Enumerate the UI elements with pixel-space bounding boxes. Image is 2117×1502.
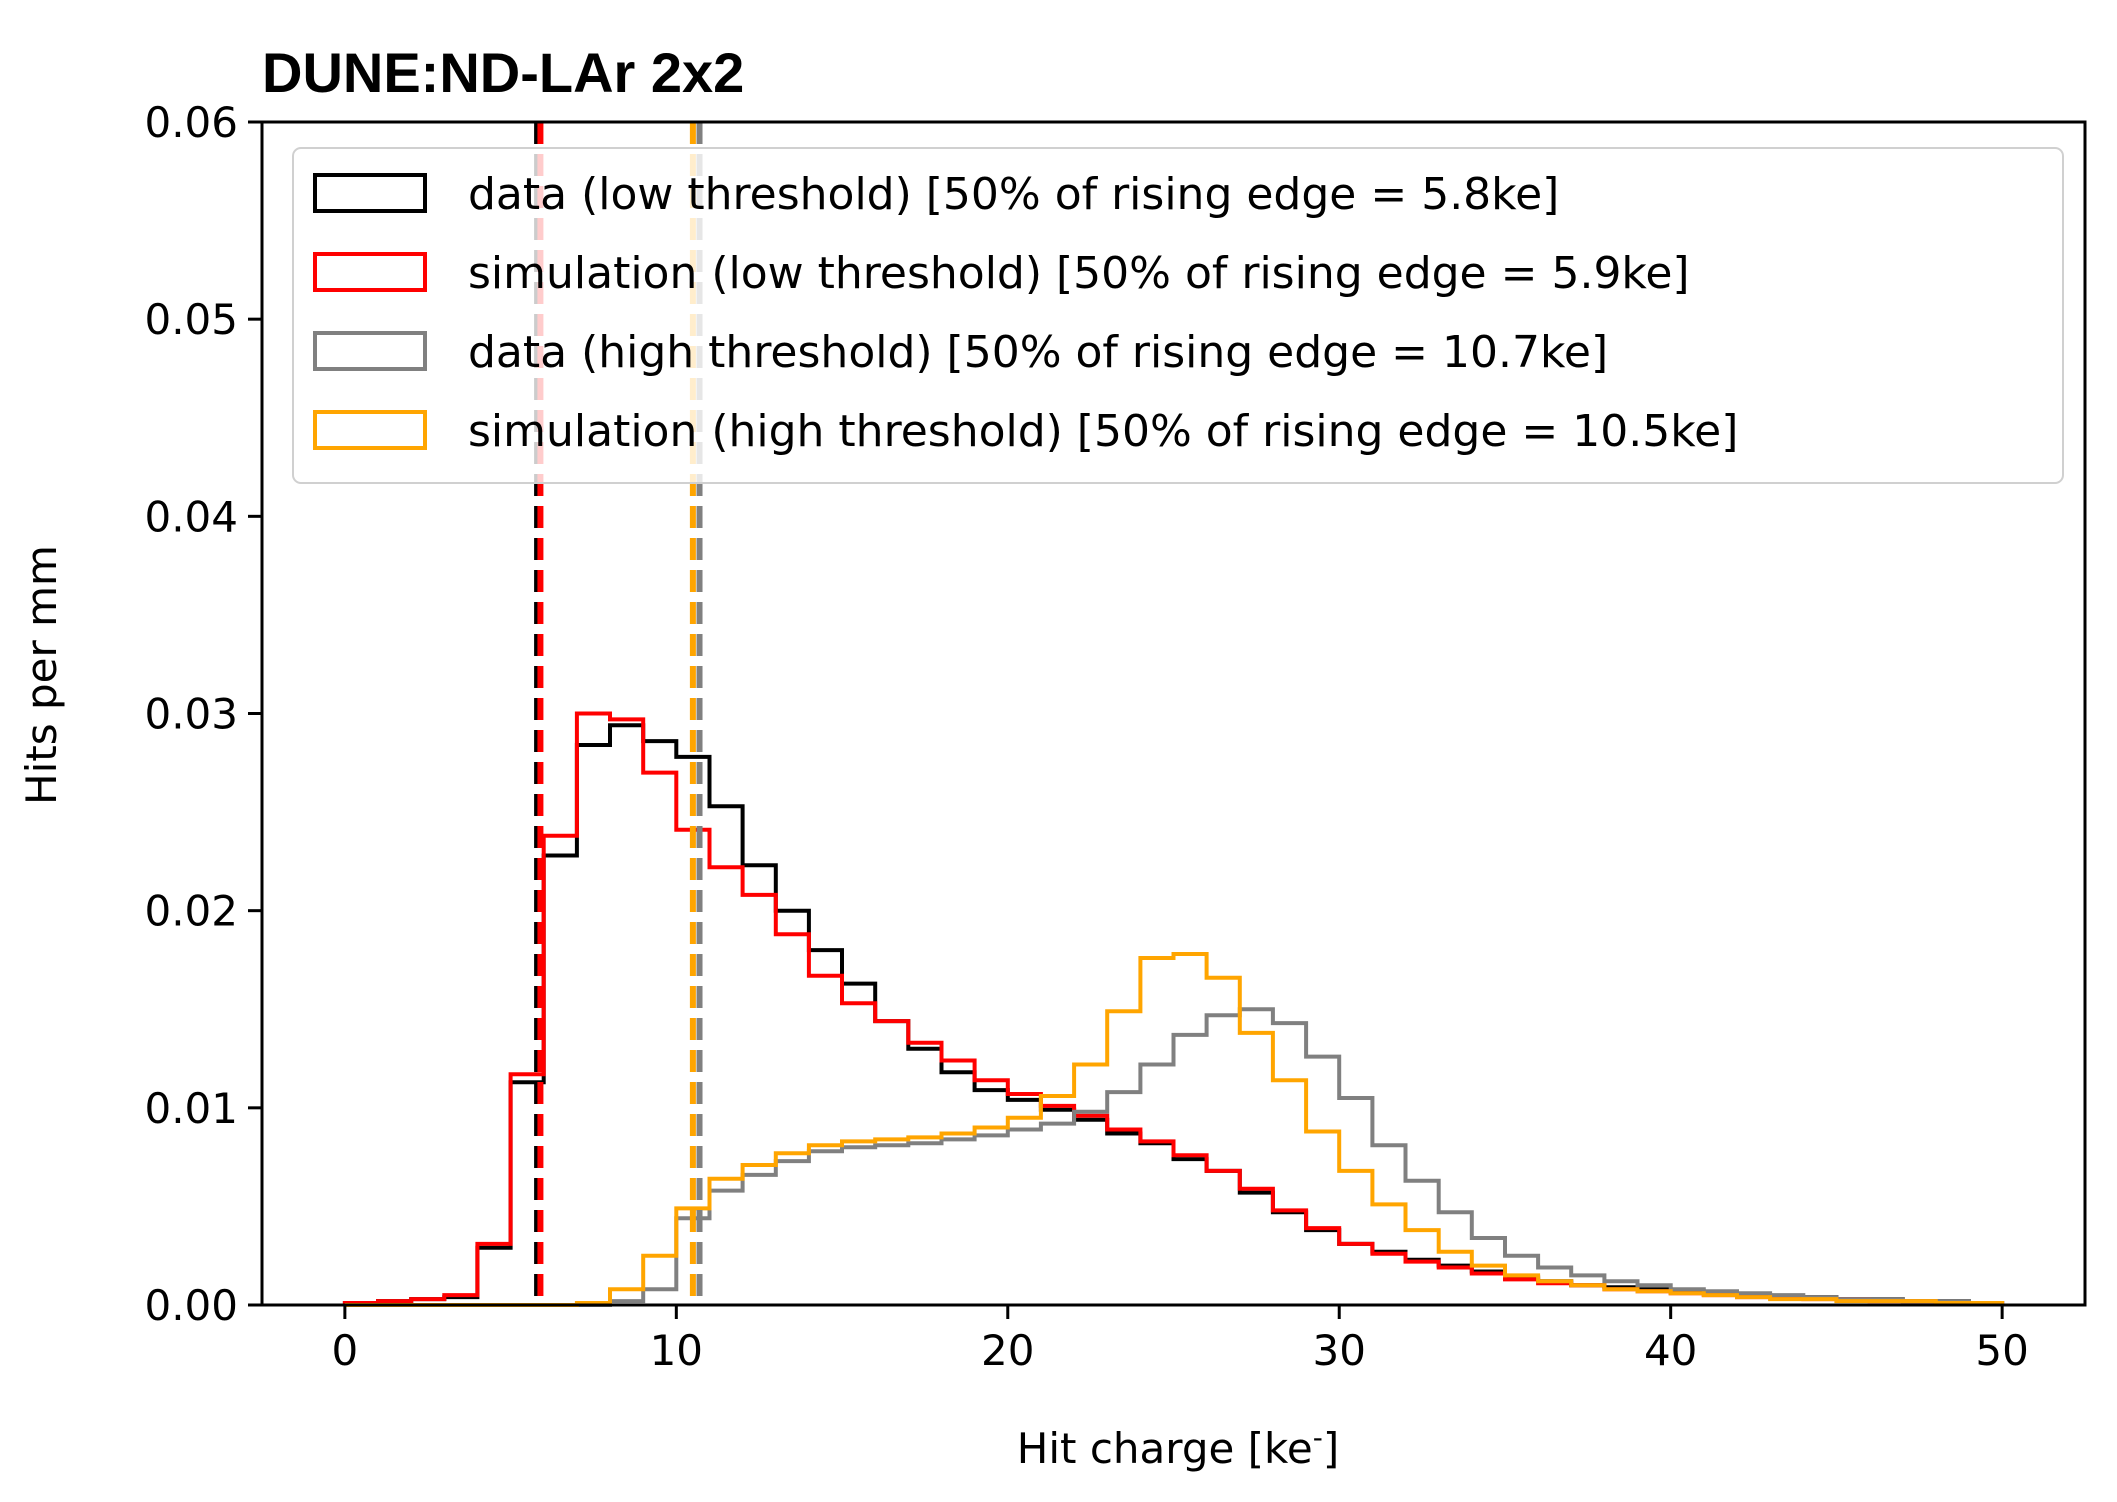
x-tick-label: 50 xyxy=(1975,1326,2028,1375)
legend-swatch-3 xyxy=(313,410,427,450)
x-axis: 0 10 20 30 40 50 xyxy=(331,1305,2029,1375)
y-tick-label: 0.01 xyxy=(144,1084,238,1133)
legend-label-1: simulation (low threshold) [50% of risin… xyxy=(468,248,1690,299)
x-axis-title-main: Hit charge [ke xyxy=(1017,1424,1313,1473)
legend-label-2: data (high threshold) [50% of rising edg… xyxy=(468,327,1608,378)
x-tick-label: 0 xyxy=(331,1326,358,1375)
legend-label-3: simulation (high threshold) [50% of risi… xyxy=(468,406,1738,457)
x-tick-label: 20 xyxy=(981,1326,1034,1375)
legend: data (low threshold) [50% of rising edge… xyxy=(292,147,2064,484)
series-outline-3 xyxy=(344,952,2005,1307)
x-tick-label: 40 xyxy=(1644,1326,1697,1375)
y-tick-label: 0.00 xyxy=(144,1281,238,1330)
legend-box xyxy=(292,147,2064,484)
plot-frame xyxy=(260,120,2087,1307)
x-tick-label: 30 xyxy=(1313,1326,1366,1375)
series-outline-2 xyxy=(344,1007,2005,1307)
y-axis: 0.00 0.01 0.02 0.03 0.04 0.05 0.06 xyxy=(144,98,262,1330)
x-axis-title: Hit charge [ke-] xyxy=(1017,1421,1339,1473)
legend-swatch-1 xyxy=(313,252,427,292)
y-axis-title: Hits per mm xyxy=(17,545,66,805)
legend-label-0: data (low threshold) [50% of rising edge… xyxy=(468,169,1559,220)
y-tick-label: 0.04 xyxy=(144,492,238,541)
y-tick-label: 0.03 xyxy=(144,690,238,739)
x-axis-title-end: ] xyxy=(1323,1424,1339,1473)
legend-swatch-0 xyxy=(313,173,427,213)
chart-title: DUNE:ND-LAr 2x2 xyxy=(262,41,744,104)
x-axis-title-superscript: - xyxy=(1313,1421,1323,1454)
series-layer xyxy=(342,711,2005,1307)
y-tick-label: 0.06 xyxy=(144,98,238,147)
legend-swatch-2 xyxy=(313,331,427,371)
y-tick-label: 0.05 xyxy=(144,295,238,344)
x-tick-label: 10 xyxy=(650,1326,703,1375)
y-tick-label: 0.02 xyxy=(144,887,238,936)
